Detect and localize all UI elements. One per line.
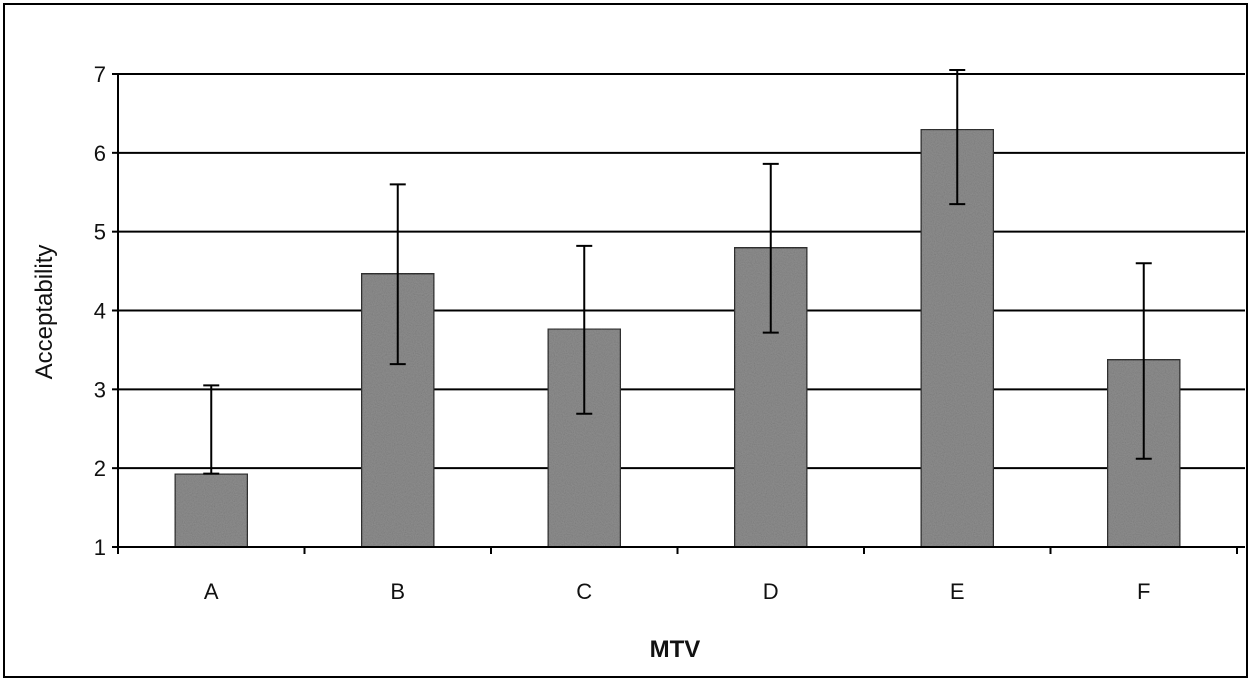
y-tick-label: 4 [94,299,106,324]
x-tick-label: D [763,579,779,604]
x-tick-label: B [390,579,405,604]
x-tick-label: F [1137,579,1150,604]
bar-a [173,472,249,548]
gridlines [118,73,1245,470]
chart-border [3,3,1248,678]
y-tick-label: 5 [94,220,106,245]
x-tick-label: A [204,579,219,604]
y-tick-label: 3 [94,377,106,402]
tick-labels: 1 2 3 4 5 6 7 A B C D E F [94,62,1151,604]
y-tick-label: 6 [94,141,106,166]
error-bars [203,69,1152,475]
y-tick-label: 7 [94,62,106,87]
axes [112,73,1245,554]
y-tick-label: 2 [94,456,106,481]
y-tick-label: 1 [94,535,106,560]
x-axis-title: MTV [650,636,701,663]
x-tick-label: E [950,579,965,604]
y-axis-title: Acceptability [31,245,58,380]
x-tick-label: C [576,579,592,604]
